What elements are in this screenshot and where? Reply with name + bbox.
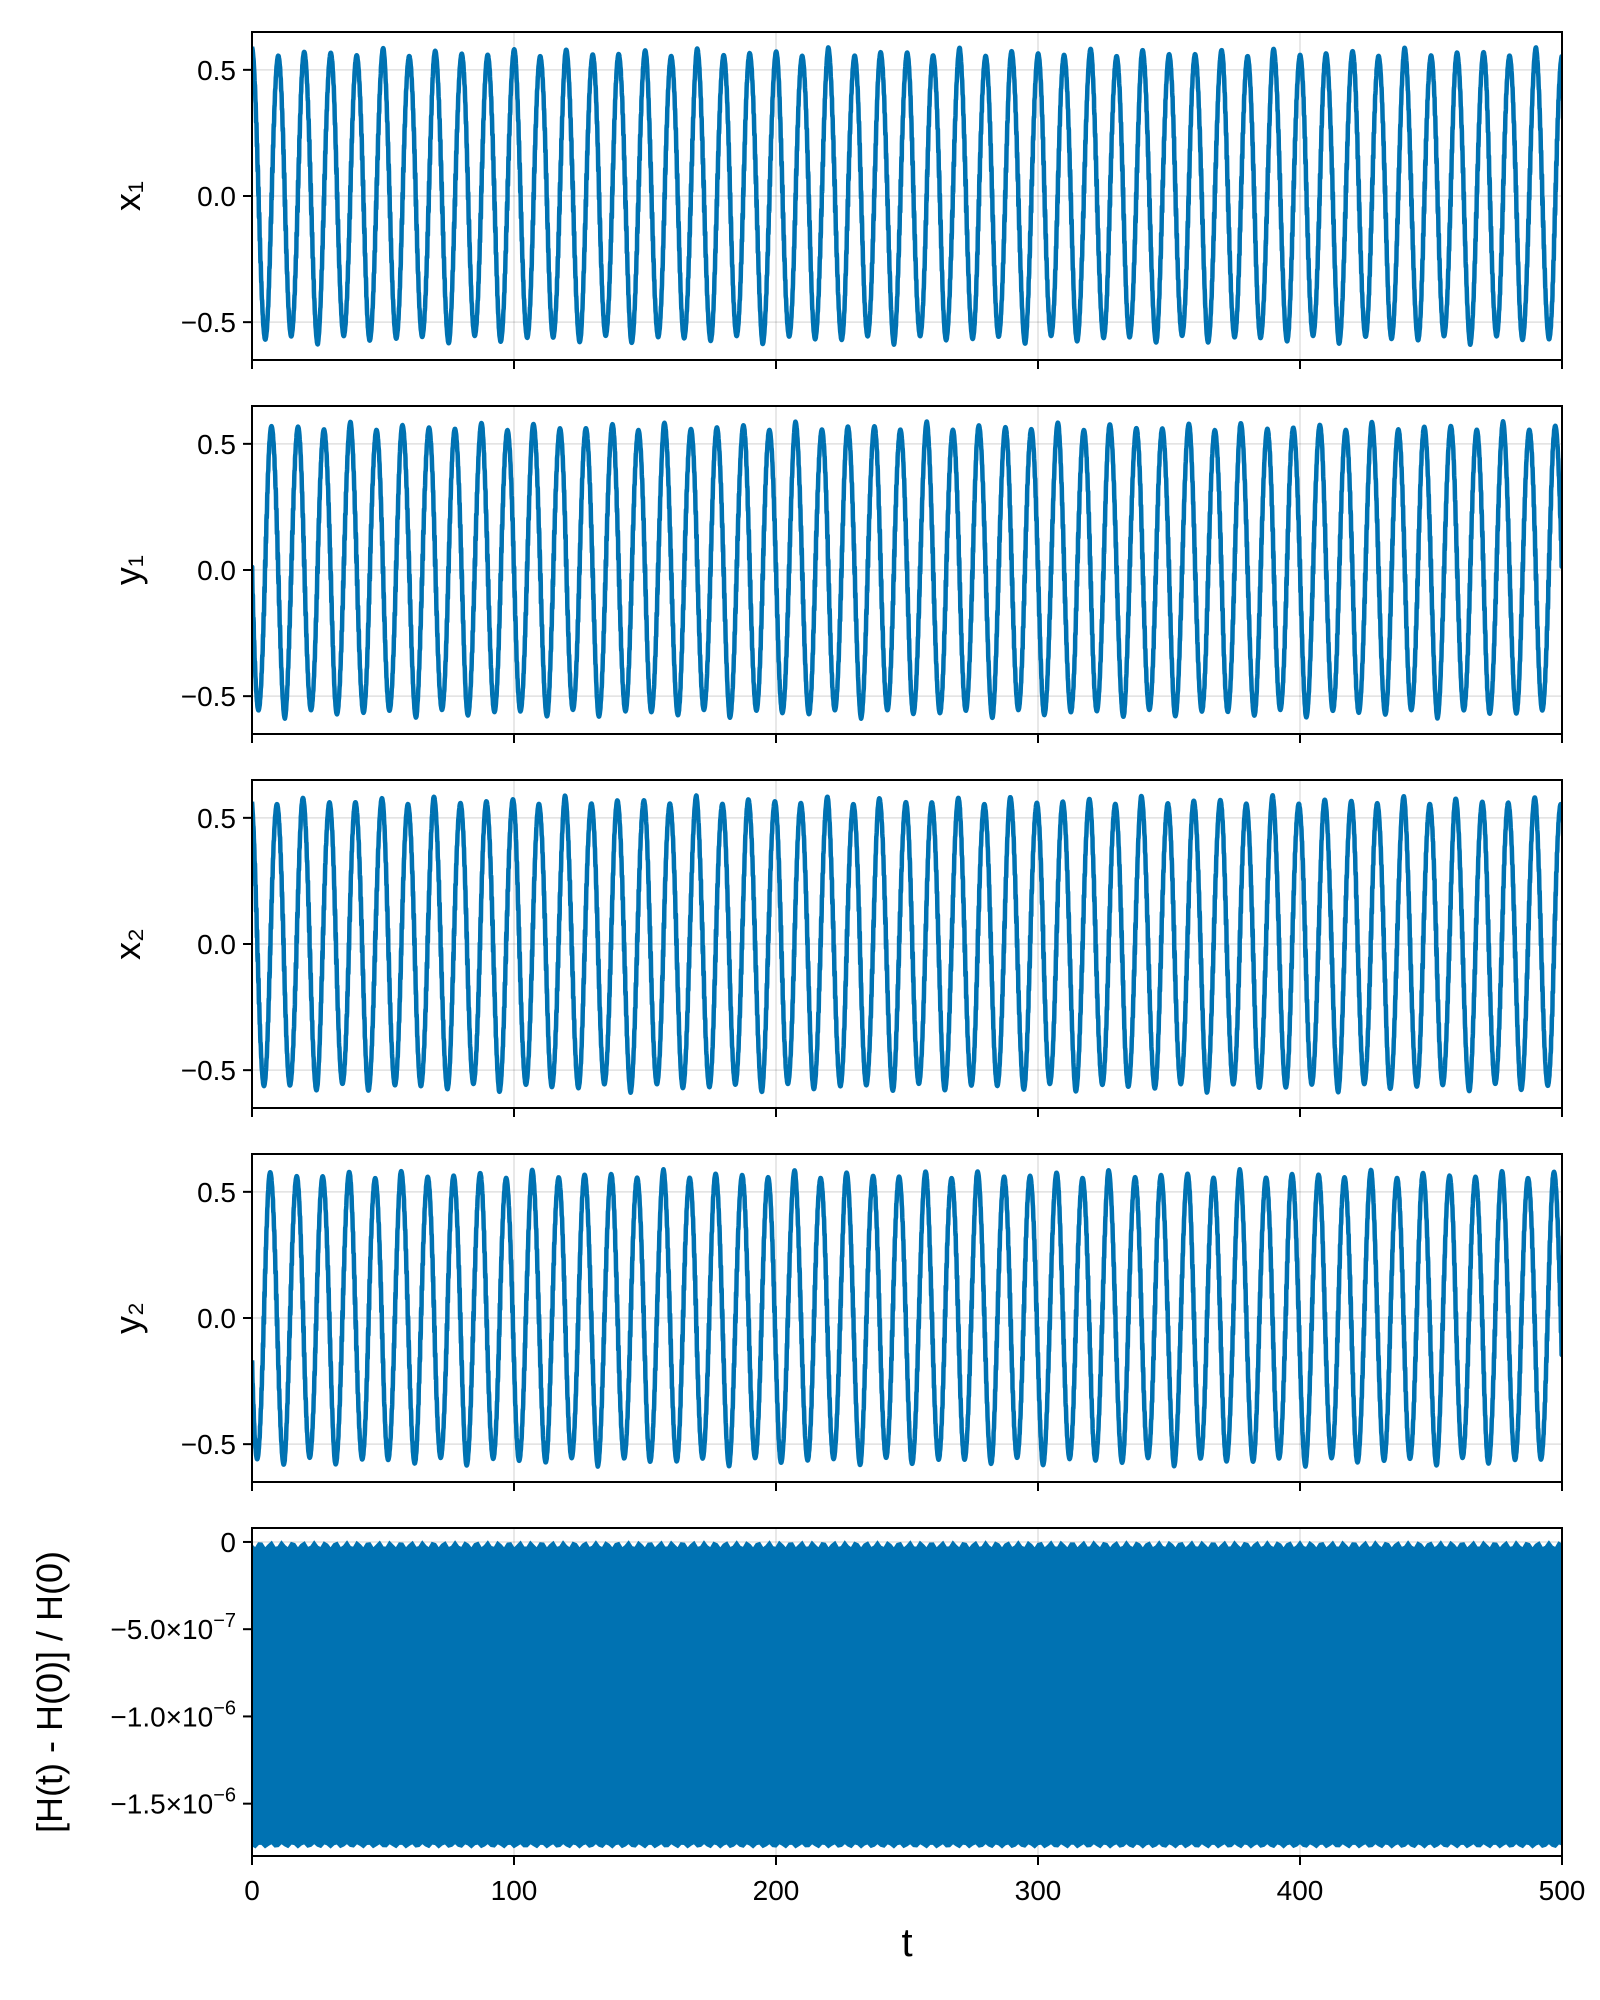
y-axis-label: [H(t) - H(0)] / H(0) [29,1551,70,1833]
x-tick-label: 200 [753,1875,800,1906]
y-tick-label: 0.5 [197,803,236,834]
y-axis-label: y₂ [107,1302,148,1334]
y-tick-label: −5.0×10−7 [110,1610,236,1645]
y-tick-exponent: −6 [213,1697,236,1719]
y-tick-label: −0.5 [181,307,236,338]
y-tick-exponent: −7 [213,1610,236,1632]
series-line [252,418,1562,722]
y-ticks: −0.5 0.0 0.5 [181,55,252,338]
y-axis-label: x₂ [107,928,148,960]
x-axis-label: t [901,1921,912,1965]
y-ticks: 0 −5.0×10−7 −1.0×10−6 −1.5×10−6 [110,1527,252,1820]
y-tick-label: −1.5×10−6 [110,1785,236,1820]
y-axis-label: x₁ [107,181,148,211]
x-tick-label: 400 [1277,1875,1324,1906]
series-line [252,793,1562,1096]
y-tick-label: 0.0 [197,929,236,960]
x-tick-label: 100 [491,1875,538,1906]
gridlines [251,32,1563,360]
y-ticks: −0.5 0.0 0.5 [181,803,252,1086]
x-ticks: 0 100 200 300 400 500 [244,1856,1585,1906]
panel-y2: −0.5 0.0 0.5 y₂ [107,1153,1563,1491]
x-tick-label: 300 [1015,1875,1062,1906]
x-ticks [251,734,1563,743]
y-ticks: −0.5 0.0 0.5 [181,1177,252,1460]
y-tick-label: 0.5 [197,55,236,86]
panel-x2: −0.5 0.0 0.5 x₂ [107,779,1563,1117]
y-tick-label: 0.5 [197,429,236,460]
panel-energy-error: 0 100 200 300 400 500 0 −5.0×10−7 −1.0×10−6 −1.5… [29,1527,1585,1965]
series-line [252,45,1562,347]
series-line [252,1166,1562,1469]
x-ticks [251,360,1563,369]
x-tick-label: 500 [1539,1875,1586,1906]
y-tick-label: −1.0×10−6 [110,1697,236,1732]
y-tick-label: 0.0 [197,1303,236,1334]
y-tick-label: 0.0 [197,555,236,586]
y-tick-label: −0.5 [181,1429,236,1460]
y-tick-label: 0.0 [197,181,236,212]
y-ticks: −0.5 0.0 0.5 [181,429,252,712]
y-tick-label: −0.5 [181,1055,236,1086]
y-tick-label: 0.5 [197,1177,236,1208]
x-ticks [251,1482,1563,1491]
panel-x1: −0.5 0.0 0.5 x₁ [107,31,1563,369]
x-tick-label: 0 [244,1875,260,1906]
y-tick-exponent: −6 [213,1785,236,1807]
y-tick-label: −0.5 [181,681,236,712]
axes-frame [251,1527,1563,1857]
y-axis-label: y₁ [107,555,148,585]
series-band [252,1540,1562,1849]
x-ticks [251,1108,1563,1117]
panel-y1: −0.5 0.0 0.5 y₁ [107,405,1563,743]
y-tick-label: 0 [220,1527,236,1558]
